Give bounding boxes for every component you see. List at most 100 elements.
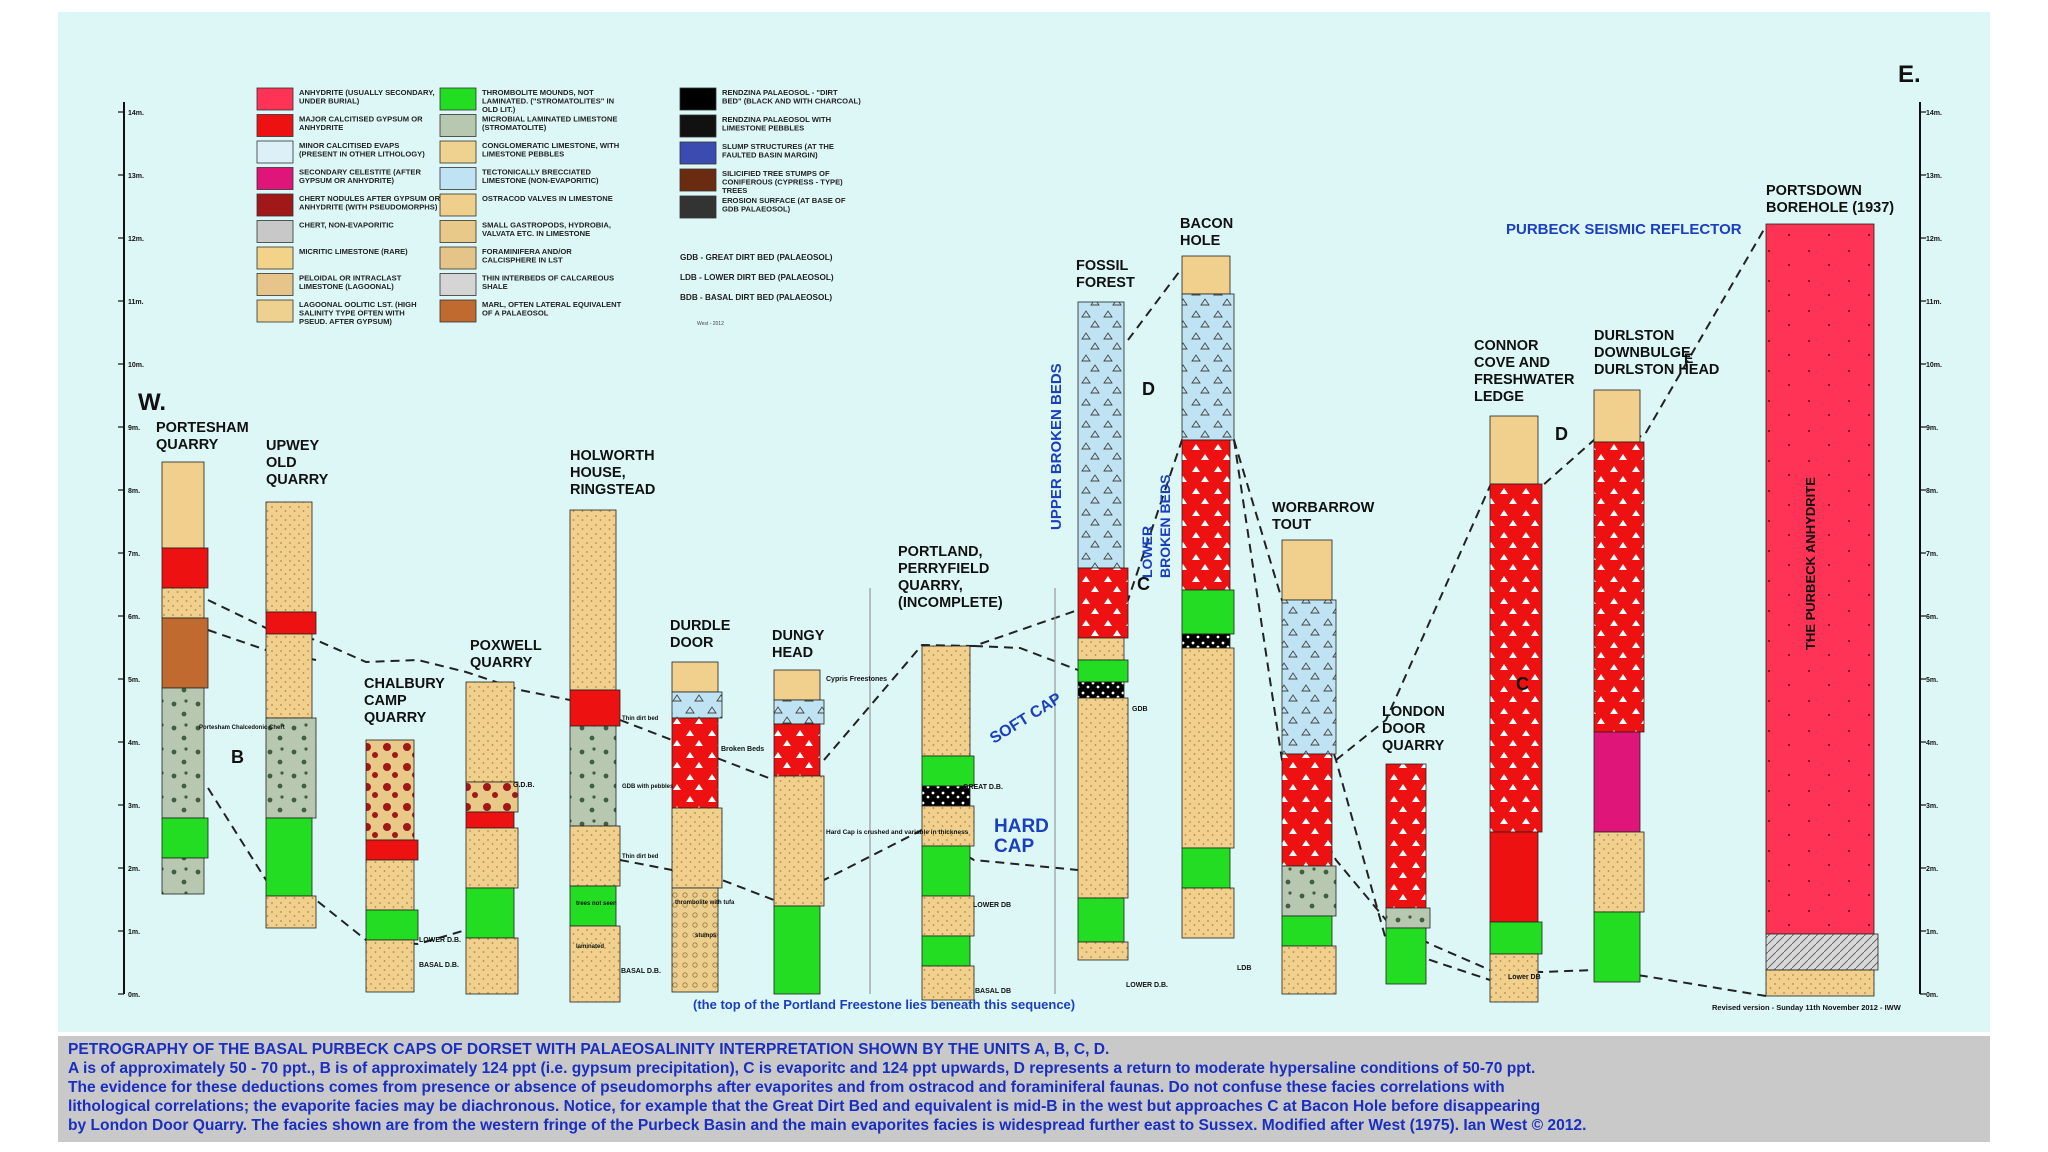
purbeck-anhydrite-label: THE PURBECK ANHYDRITE (1803, 477, 1818, 650)
section-title-line: FOSSIL (1076, 258, 1129, 274)
column-9 (1077, 301, 1129, 961)
legend-label: SLUMP STRUCTURES (AT THE (722, 142, 834, 151)
bed (1765, 223, 1875, 935)
seismic-reflector-label: PURBECK SEISMIC REFLECTOR (1506, 221, 1742, 238)
legend-swatch (439, 299, 477, 323)
scale-tick-label: 5m. (128, 677, 140, 684)
bed (569, 825, 621, 887)
bed (569, 885, 617, 927)
bed (1181, 255, 1231, 295)
unit-c-fossil-forest: C (1137, 574, 1150, 594)
legend-abbrev: BDB - BASAL DIRT BED (PALAEOSOL) (680, 293, 832, 302)
legend-swatch (256, 273, 294, 296)
column-13 (1489, 415, 1543, 1003)
bed (1281, 865, 1337, 917)
bed (265, 501, 313, 613)
lower-broken-beds-label-2: BROKEN BEDS (1157, 475, 1173, 578)
legend-label: ANHYDRITE (299, 123, 343, 132)
bed (1593, 831, 1645, 913)
column-11 (1281, 539, 1337, 995)
bed (773, 699, 825, 725)
column-5 (569, 509, 621, 1003)
legend-swatch (439, 87, 477, 111)
column-12 (1385, 763, 1431, 985)
bed (1181, 589, 1235, 635)
bed (1281, 539, 1333, 601)
section-title-line: FOREST (1076, 275, 1135, 291)
bed (1077, 697, 1129, 899)
legend-label: CHERT NODULES AFTER GYPSUM OR (299, 194, 441, 203)
bed (1181, 633, 1231, 649)
section-title-line: HOLE (1180, 233, 1221, 249)
section-title-line: LONDON (1382, 704, 1445, 720)
bed (671, 691, 723, 719)
section-title-line: BOREHOLE (1937) (1766, 200, 1894, 216)
hard-cap-label-1: HARD (994, 816, 1049, 837)
caption-line-4: by London Door Quarry. The facies shown … (68, 1117, 1587, 1134)
bed (671, 661, 719, 693)
bed (773, 723, 821, 777)
legend-label: LAMINATED. ("STROMATOLITES" IN (482, 97, 614, 106)
bed (921, 895, 975, 937)
hard-cap-label-2: CAP (994, 836, 1034, 857)
portesham-chert-note: Portesham Chalcedonic Chert (199, 725, 285, 731)
scale-tick-label: 9m. (128, 425, 140, 432)
depth-scale-right: 14m. 13m. 12m. 11m. 10m. 9m. 8m. 7m. 6m. 5m. 4m. 3m… (1919, 102, 1942, 999)
section-title-line: QUARRY (470, 655, 533, 671)
section-title-line: POXWELL (470, 638, 542, 654)
scale-tick-label: 0m. (1926, 992, 1938, 999)
bed (671, 717, 719, 809)
legend-swatch (256, 220, 294, 243)
legend-label: OLD LIT.) (482, 105, 516, 114)
legend-label: SMALL GASTROPODS, HYDROBIA, (482, 221, 611, 230)
scale-tick-label: 6m. (128, 614, 140, 621)
bed (1489, 483, 1543, 833)
bed (265, 717, 317, 819)
bed (1077, 301, 1125, 569)
gdb-pebbles-note: GDB with pebbles (622, 784, 674, 790)
bed (1593, 731, 1641, 833)
lower-broken-beds-label-1: LOWER (1139, 526, 1155, 578)
legend-label: PELOIDAL OR INTRACLAST (299, 274, 402, 283)
bed (161, 687, 205, 819)
scale-tick-label: 6m. (1926, 614, 1938, 621)
bed (365, 939, 415, 993)
legend-label: ANHYDRITE (WITH PSEUDOMORPHS) (299, 203, 438, 212)
bed (773, 775, 825, 907)
legend-label: MARL, OFTEN LATERAL EQUIVALENT (482, 300, 622, 309)
dirt-bed-note: Thin dirt bed (622, 716, 659, 722)
scale-tick-label: 2m. (128, 866, 140, 873)
great-db-label: GREAT D.B. (963, 784, 1003, 791)
laminated-note: laminated (576, 944, 604, 950)
bed (1181, 887, 1235, 939)
bed (1765, 969, 1875, 997)
bed (921, 755, 975, 787)
section-title-line: PORTESHAM (156, 420, 249, 436)
bed (1077, 897, 1125, 943)
legend-label: LAGOONAL OOLITIC LST. (HIGH (299, 300, 417, 309)
legend-swatch (679, 114, 717, 138)
legend-label: EROSION SURFACE (AT BASE OF (722, 196, 846, 205)
legend-swatch (439, 114, 477, 137)
caption-line-2: The evidence for these deductions comes … (68, 1079, 1505, 1096)
section-title-line: HOLWORTH (570, 448, 655, 464)
bed (265, 895, 317, 929)
correlation-line (973, 645, 1079, 671)
legend-label: FORAMINIFERA AND/OR (482, 247, 572, 256)
bed (465, 827, 519, 889)
bed (921, 805, 975, 847)
legend-label: OSTRACOD VALVES IN LIMESTONE (482, 194, 613, 203)
legend-label: (STROMATOLITE) (482, 123, 547, 132)
legend-label: ANHYDRITE (USUALLY SECONDARY, (299, 88, 435, 97)
stratigraphic-correlation-diagram: 14m. 13m. 12m. 11m. 10m. 9m. 8m. 7m. 6m. 5m. 4m. 3m… (118, 61, 1942, 1012)
legend-label: GYPSUM OR ANHYDRITE) (299, 176, 395, 185)
section-title-line: HOUSE, (570, 465, 626, 481)
caption-line-1: A is of approximately 50 - 70 ppt., B is… (68, 1060, 1536, 1077)
section-title-line: DOOR (1382, 721, 1426, 737)
stumps-note: stumps (695, 933, 717, 939)
column-6 (671, 661, 723, 993)
ldb-label: LDB (1237, 965, 1251, 972)
legend-swatch (256, 299, 294, 323)
legend-swatch (256, 140, 294, 164)
portland-freestone-note: (the top of the Portland Freestone lies … (693, 997, 1075, 1012)
